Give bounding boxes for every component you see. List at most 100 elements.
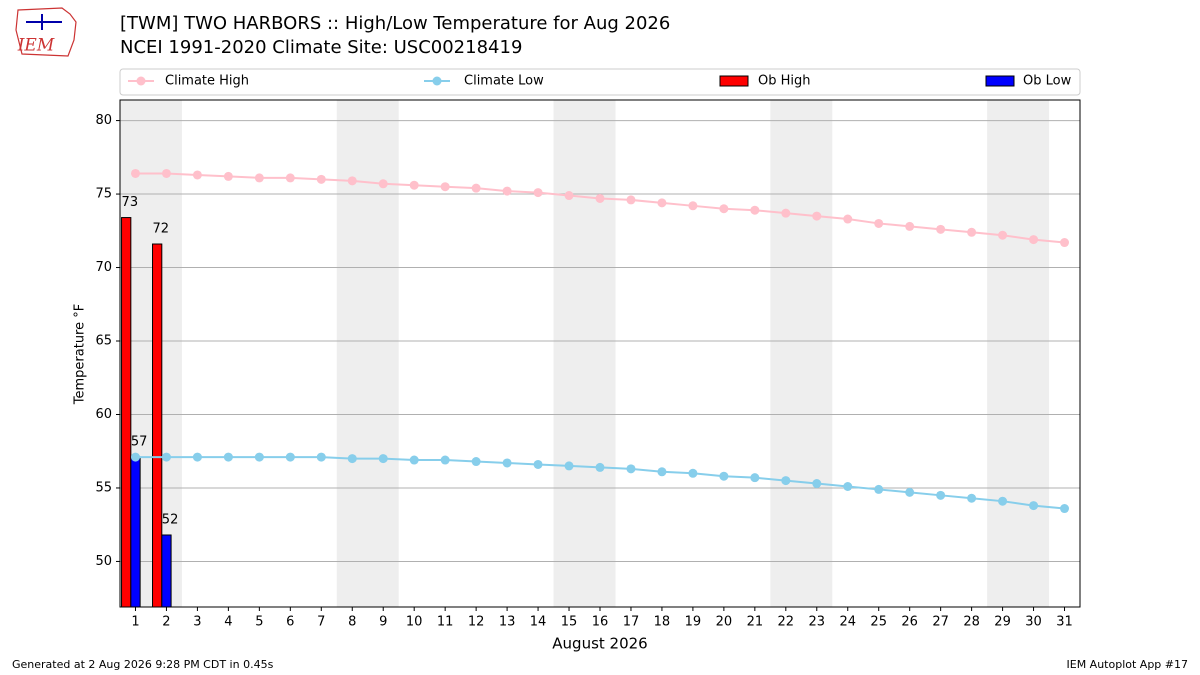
- x-tick-label: 6: [286, 615, 294, 630]
- climate-marker: [285, 452, 295, 462]
- footer-left: Generated at 2 Aug 2026 9:28 PM CDT in 0…: [12, 658, 274, 671]
- climate-marker: [905, 221, 915, 231]
- climate-marker: [502, 186, 512, 196]
- legend-label: Climate Low: [464, 74, 544, 89]
- x-tick-label: 26: [901, 615, 918, 630]
- legend-swatch: [985, 75, 1015, 87]
- x-tick-label: 5: [255, 615, 263, 630]
- ob-bar: [161, 534, 172, 608]
- weekend-shade: [553, 100, 616, 607]
- x-axis-label: August 2026: [552, 635, 647, 653]
- y-tick-label: 60: [95, 407, 112, 422]
- x-tick-label: 11: [437, 615, 454, 630]
- x-tick-label: 18: [654, 615, 671, 630]
- climate-marker: [688, 468, 698, 478]
- climate-marker: [316, 452, 326, 462]
- climate-marker: [409, 455, 419, 465]
- climate-marker: [936, 224, 946, 234]
- climate-marker: [409, 180, 419, 190]
- bar-value-label: 73: [122, 195, 139, 210]
- climate-marker: [440, 182, 450, 192]
- climate-marker: [347, 176, 357, 186]
- bar-value-label: 52: [162, 512, 179, 527]
- climate-marker: [998, 496, 1008, 506]
- y-tick-label: 75: [95, 187, 112, 202]
- logo: IEM: [15, 7, 77, 57]
- x-tick-label: 2: [162, 615, 170, 630]
- climate-marker: [936, 490, 946, 500]
- x-tick-label: 15: [561, 615, 578, 630]
- climate-marker: [254, 452, 264, 462]
- climate-marker: [254, 173, 264, 183]
- climate-marker: [595, 193, 605, 203]
- x-tick-label: 12: [468, 615, 485, 630]
- plot-frame: [119, 99, 1081, 608]
- x-tick-label: 16: [592, 615, 609, 630]
- x-tick-label: 17: [623, 615, 640, 630]
- x-tick-label: 23: [809, 615, 826, 630]
- x-tick-label: 27: [932, 615, 949, 630]
- climate-marker: [316, 174, 326, 184]
- climate-marker: [223, 452, 233, 462]
- climate-marker: [161, 168, 171, 178]
- bar-value-label: 72: [153, 222, 170, 237]
- ob-bar: [121, 217, 132, 608]
- climate-marker: [967, 493, 977, 503]
- x-tick-label: 29: [994, 615, 1011, 630]
- climate-marker: [1029, 501, 1039, 511]
- climate-marker: [781, 476, 791, 486]
- climate-marker: [564, 191, 574, 201]
- y-tick-label: 65: [95, 334, 112, 349]
- climate-marker: [688, 201, 698, 211]
- x-tick-label: 31: [1056, 615, 1073, 630]
- legend-label: Ob High: [758, 74, 811, 89]
- ob-bar: [130, 456, 141, 608]
- x-tick-label: 22: [778, 615, 795, 630]
- climate-marker: [471, 457, 481, 467]
- climate-marker: [192, 170, 202, 180]
- climate-marker: [533, 188, 543, 198]
- climate-marker: [719, 471, 729, 481]
- climate-marker: [657, 467, 667, 477]
- climate-marker: [502, 458, 512, 468]
- climate-marker: [657, 198, 667, 208]
- climate-marker: [626, 464, 636, 474]
- ob-bar: [152, 243, 163, 608]
- x-tick-label: 21: [747, 615, 764, 630]
- climate-marker: [719, 204, 729, 214]
- y-axis-label: Temperature °F: [73, 304, 88, 405]
- climate-marker: [378, 454, 388, 464]
- climate-marker: [223, 171, 233, 181]
- climate-marker: [595, 462, 605, 472]
- climate-marker: [564, 461, 574, 471]
- climate-marker: [285, 173, 295, 183]
- x-tick-label: 4: [224, 615, 232, 630]
- climate-marker: [440, 455, 450, 465]
- climate-marker: [812, 211, 822, 221]
- climate-marker: [750, 205, 760, 215]
- x-tick-label: 24: [839, 615, 856, 630]
- legend-marker: [432, 76, 442, 86]
- x-tick-label: 28: [963, 615, 980, 630]
- climate-marker: [471, 183, 481, 193]
- y-tick-label: 70: [95, 260, 112, 275]
- climate-marker: [347, 454, 357, 464]
- weekend-shade: [987, 100, 1050, 607]
- legend-label: Climate High: [165, 74, 249, 89]
- weekend-shade: [770, 100, 833, 607]
- climate-marker: [812, 479, 822, 489]
- legend-marker: [136, 76, 146, 86]
- y-tick-label: 50: [95, 554, 112, 569]
- y-tick-label: 80: [95, 113, 112, 128]
- legend-label: Ob Low: [1023, 74, 1072, 89]
- x-tick-label: 3: [193, 615, 201, 630]
- x-tick-label: 14: [530, 615, 547, 630]
- x-tick-label: 30: [1025, 615, 1042, 630]
- chart-subtitle: NCEI 1991-2020 Climate Site: USC00218419: [120, 37, 522, 58]
- chart-title: [TWM] TWO HARBORS :: High/Low Temperatur…: [120, 13, 670, 34]
- climate-marker: [874, 484, 884, 494]
- climate-marker: [626, 195, 636, 205]
- climate-marker: [192, 452, 202, 462]
- bar-value-label: 57: [131, 435, 148, 450]
- climate-marker: [1060, 504, 1070, 514]
